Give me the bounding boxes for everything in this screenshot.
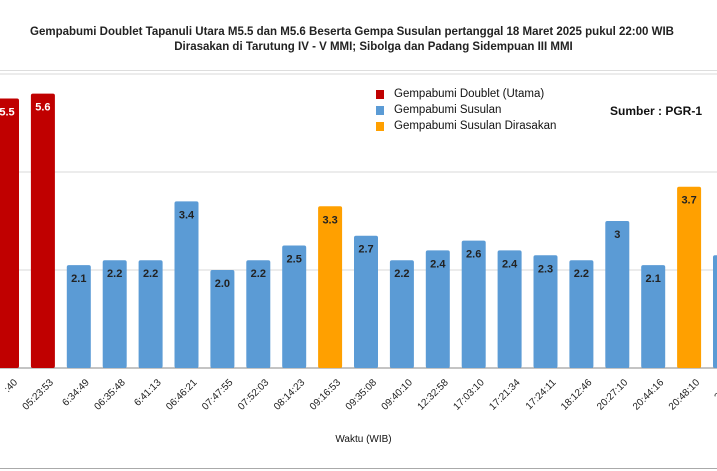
x-axis-label: Waktu (WIB): [335, 434, 392, 445]
x-tick-label: 18:12:46: [559, 377, 595, 413]
x-tick-label: 21:42: [713, 377, 717, 403]
x-tick-label: 6:34:49: [60, 377, 92, 409]
data-label: 2.0: [215, 278, 230, 290]
bar: [425, 250, 450, 368]
data-label: 5.6: [35, 102, 50, 114]
bar: [354, 235, 378, 368]
bar: [497, 250, 522, 368]
data-label: 3: [614, 229, 620, 241]
bar: [102, 260, 127, 368]
legend-swatch: [376, 89, 384, 99]
legend-label: Gempabumi Doublet (Utama): [394, 88, 545, 100]
x-tick-label: 06:46:21: [164, 377, 200, 413]
x-tick-label: 08:14:23: [272, 377, 308, 413]
x-tick-label: 17:03:10: [451, 377, 487, 413]
data-label: 2.7: [358, 244, 373, 256]
x-tick-label: 09:35:08: [344, 377, 380, 413]
data-label: 2.2: [107, 268, 122, 280]
data-label: 3.7: [681, 195, 696, 207]
bar: [713, 255, 717, 368]
data-label: 2.6: [466, 249, 481, 261]
bar: [282, 245, 307, 368]
data-label: 2.2: [394, 268, 409, 280]
bar: [210, 270, 235, 368]
x-tick-label: 20:27:10: [595, 377, 631, 413]
x-tick-label: 20:48:10: [667, 377, 703, 413]
legend-item-felt: Gempabumi Susulan Dirasakan: [376, 118, 556, 134]
x-tick-label: 05:23:53: [21, 377, 57, 413]
x-tick-label: 06:35:48: [92, 377, 128, 413]
legend-swatch: [376, 105, 384, 115]
legend-item-main: Gempabumi Doublet (Utama): [376, 86, 556, 102]
bar: [569, 260, 594, 368]
data-label: 2.1: [71, 273, 86, 285]
x-tick-label: 6:41:13: [132, 377, 164, 409]
bar: [246, 260, 271, 368]
bar: [389, 260, 414, 368]
legend-swatch: [376, 121, 384, 131]
data-label: 2.3: [538, 263, 553, 275]
chart-subtitle: Dirasakan di Tarutung IV - V MMI; Sibolg…: [174, 41, 573, 53]
legend-label: Gempabumi Susulan Dirasakan: [394, 120, 557, 132]
legend-item-aftershock: Gempabumi Susulan: [376, 102, 556, 118]
data-label: 2.2: [143, 268, 158, 280]
bar: [66, 265, 91, 368]
bar: [30, 93, 55, 368]
x-tick-label: 12:32:58: [416, 377, 452, 413]
divider: [0, 70, 717, 71]
legend-label: Gempabumi Susulan: [394, 104, 502, 116]
bar: [677, 186, 702, 368]
bar: [318, 206, 343, 368]
bar: [533, 255, 558, 368]
x-tick-label: 09:16:53: [308, 377, 344, 413]
data-label: 2.1: [646, 273, 661, 285]
data-label: 3.3: [322, 214, 337, 226]
bar: [641, 265, 666, 368]
x-tick-label: :40: [2, 377, 20, 395]
data-label: 2.2: [251, 268, 266, 280]
bar: [461, 240, 486, 368]
data-label: 3.4: [179, 209, 195, 221]
data-label: 2.5: [287, 254, 302, 266]
bar: [0, 98, 19, 368]
data-label: 2.4: [502, 258, 518, 270]
legend: Gempabumi Doublet (Utama) Gempabumi Susu…: [376, 86, 556, 134]
source-label: Sumber : PGR-1: [610, 104, 703, 118]
bar: [138, 260, 163, 368]
divider: [0, 468, 717, 469]
bar: [174, 201, 199, 368]
x-tick-label: 17:24:11: [524, 377, 559, 412]
x-tick-label: 07:47:55: [200, 377, 236, 413]
x-tick-label: 07:52:03: [236, 377, 272, 413]
data-label: 2.2: [574, 268, 589, 280]
x-tick-label: 20:44:16: [631, 377, 667, 413]
bar: [605, 221, 630, 368]
x-tick-label: 17:21:34: [487, 377, 523, 413]
data-label: 5.5: [0, 107, 15, 119]
x-tick-label: 09:40:10: [380, 377, 416, 413]
data-label: 2.4: [430, 258, 446, 270]
chart-title: Gempabumi Doublet Tapanuli Utara M5.5 da…: [30, 26, 674, 38]
